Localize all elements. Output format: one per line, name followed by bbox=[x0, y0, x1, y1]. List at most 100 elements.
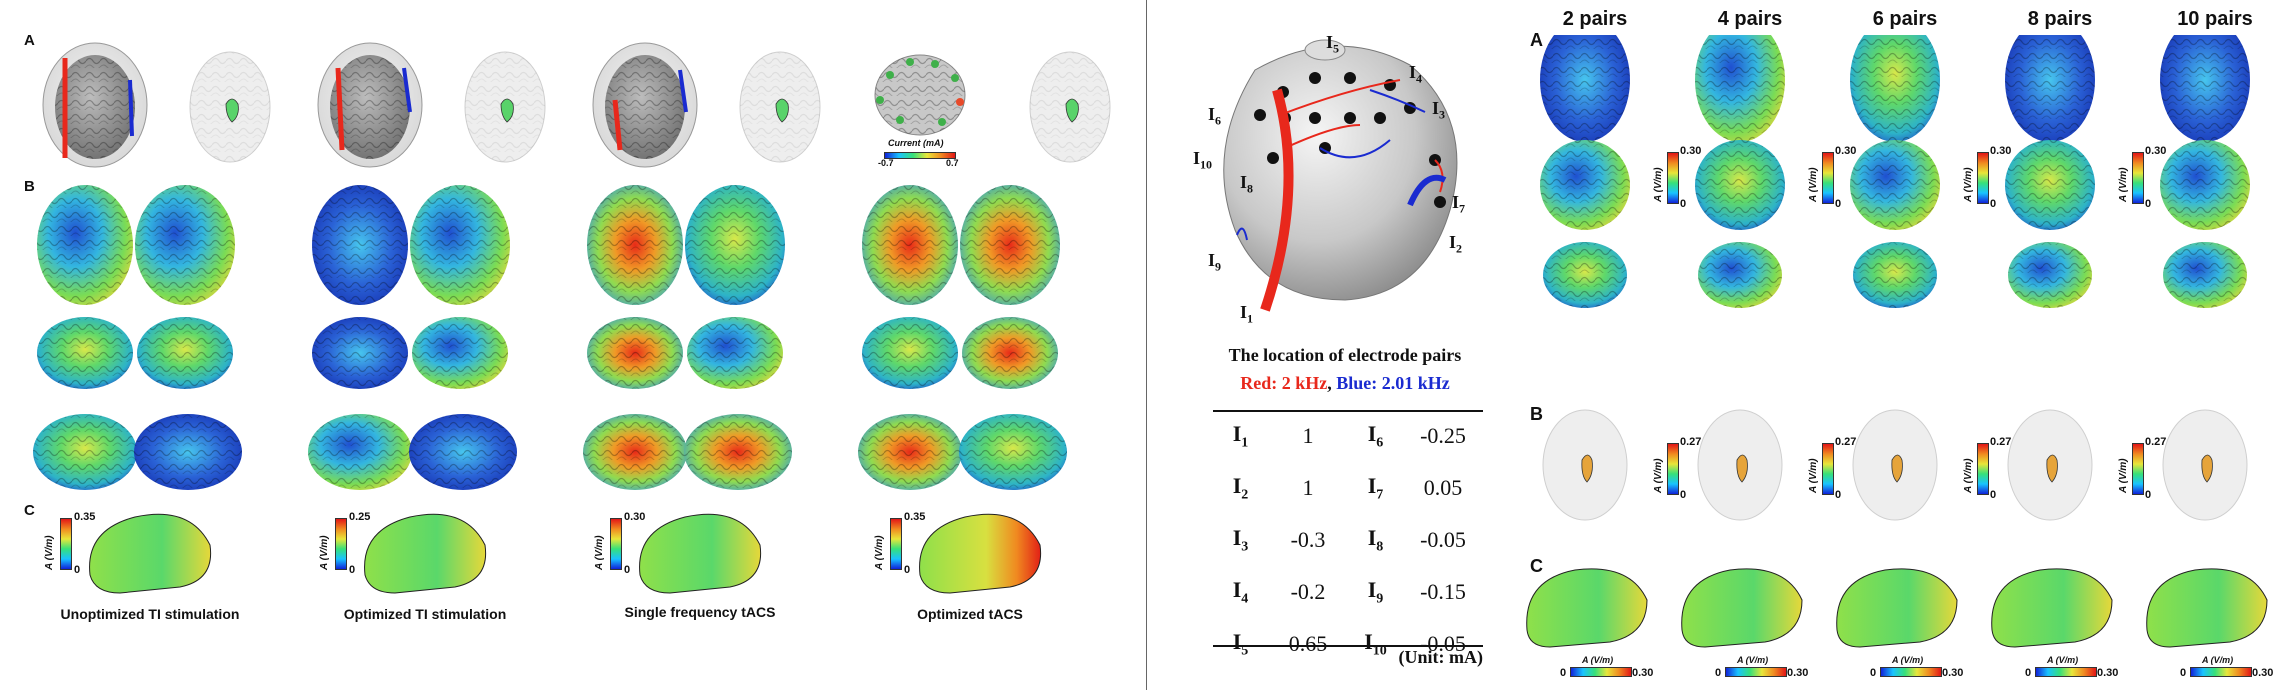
gyri-overlay bbox=[1543, 242, 1627, 308]
electrode-label-i2: I2 bbox=[1449, 232, 1463, 256]
colorbar-min: 0 bbox=[2025, 667, 2032, 679]
right-row-label-c: C bbox=[1530, 556, 1543, 576]
cond1-colorbar bbox=[60, 518, 72, 570]
top-view-2 bbox=[464, 51, 546, 163]
cond3-maps bbox=[583, 185, 792, 490]
colorbar-unit: A (V/m) bbox=[1963, 167, 1974, 202]
pair-column bbox=[1681, 35, 1803, 648]
caption-single-frequency-tacs: Single frequency tACS bbox=[624, 604, 776, 620]
cond1-maps bbox=[33, 185, 242, 490]
cond1-colorbar-max: 0.35 bbox=[74, 511, 96, 523]
gyri-overlay bbox=[1540, 35, 1630, 142]
colorbar-unit: A (V/m) bbox=[1808, 458, 1819, 493]
gyri-overlay bbox=[1853, 242, 1937, 308]
cond4-colorbar-max: 0.35 bbox=[904, 511, 926, 523]
electrode-figure-title: The location of electrode pairs bbox=[1228, 345, 1462, 365]
sagittal-slice bbox=[2146, 568, 2268, 648]
sagittal-slice bbox=[1526, 568, 1648, 648]
current-value: -0.2 bbox=[1290, 579, 1326, 604]
current-value: -0.3 bbox=[1290, 527, 1326, 552]
field-colorbar bbox=[2190, 667, 2252, 677]
pair-column bbox=[1991, 35, 2113, 648]
field-colorbar bbox=[1822, 152, 1834, 204]
field-colorbar bbox=[1880, 667, 1942, 677]
inset-current-colorbar bbox=[884, 152, 956, 159]
cond3-colorbar-max: 0.30 bbox=[624, 511, 646, 523]
colorbar-unit: A (V/m) bbox=[1808, 167, 1819, 202]
colorbar-unit: A (V/m) bbox=[2047, 655, 2079, 665]
colorbar-max: 0.30 bbox=[1990, 145, 2012, 157]
current-value: -0.05 bbox=[1420, 527, 1466, 552]
field-colorbar bbox=[1977, 152, 1989, 204]
electrode-id: I9 bbox=[1367, 576, 1384, 607]
colorbar-unit: A (V/m) bbox=[1963, 458, 1974, 493]
right-row-label-a: A bbox=[1530, 30, 1543, 50]
gyri-overlay bbox=[1698, 242, 1782, 308]
target-region bbox=[1891, 454, 1903, 483]
head-model-2 bbox=[317, 42, 423, 168]
inset-current-min: -0.7 bbox=[878, 158, 894, 168]
colorbar-unit: A (V/m) bbox=[1582, 655, 1614, 665]
row-label-a: A bbox=[24, 32, 35, 49]
colorbar-max: 0.30 bbox=[1680, 145, 1702, 157]
gyri-overlay bbox=[1850, 35, 1940, 142]
colorbar-min: 0 bbox=[1835, 489, 1842, 501]
cond2-colorbar bbox=[335, 518, 347, 570]
current-value: -0.15 bbox=[1420, 579, 1466, 604]
cond2-colorbar-unit: A (V/m) bbox=[319, 535, 330, 570]
colorbar-min: 0 bbox=[1870, 667, 1877, 679]
pair-header: 4 pairs bbox=[1717, 8, 1783, 30]
top-view-3 bbox=[739, 51, 821, 163]
electrode-id: I8 bbox=[1367, 524, 1384, 555]
colorbar-min: 0 bbox=[2145, 198, 2152, 210]
colorbar-min: 0 bbox=[1835, 198, 1842, 210]
table-bottom-rule bbox=[1213, 645, 1483, 647]
colorbar-unit: A (V/m) bbox=[2118, 458, 2129, 493]
right-row-label-b: B bbox=[1530, 404, 1543, 424]
electrode-current-table: I1 1 I6 -0.25 I2 1 I7 0.05 I3 -0.3 I8 -0.05 I4 -0.2 I9… bbox=[1213, 410, 1483, 670]
pair-header: 6 pairs bbox=[1872, 8, 1938, 30]
current-value: -0.05 bbox=[1420, 631, 1466, 656]
colorbar-min: 0 bbox=[1680, 198, 1687, 210]
legend-blue-201khz: Blue: 2.01 kHz bbox=[1336, 373, 1450, 393]
target-region bbox=[2201, 454, 2213, 483]
head-model-1 bbox=[42, 42, 148, 168]
colorbar-max: 0.30 bbox=[2252, 667, 2274, 679]
pair-column bbox=[1526, 35, 1648, 648]
pair-header: 2 pairs bbox=[1562, 8, 1628, 30]
cond2-maps bbox=[308, 185, 517, 490]
electrode-id: I7 bbox=[1367, 472, 1384, 503]
cond1-colorbar-min: 0 bbox=[74, 564, 81, 576]
colorbar-max: 0.30 bbox=[1835, 145, 1857, 157]
colorbar-max: 0.30 bbox=[1632, 667, 1654, 679]
colorbar-unit: A (V/m) bbox=[1737, 655, 1769, 665]
electrode-id: I2 bbox=[1232, 472, 1249, 503]
cond4-colorbar-min: 0 bbox=[904, 564, 911, 576]
top-view-4 bbox=[1029, 51, 1111, 163]
colorbar-min: 0 bbox=[2180, 667, 2187, 679]
gyri-overlay bbox=[2160, 140, 2250, 230]
colorbar-min: 0 bbox=[1990, 489, 1997, 501]
table-row: I3 -0.3 I8 -0.05 bbox=[1213, 514, 1483, 566]
current-value: 0.05 bbox=[1423, 475, 1463, 500]
field-colorbar bbox=[1977, 443, 1989, 495]
colorbar-max: 0.27 bbox=[1835, 436, 1857, 448]
colorbar-unit: A (V/m) bbox=[2118, 167, 2129, 202]
colorbar-max: 0.30 bbox=[2097, 667, 2119, 679]
cond2-colorbar-min: 0 bbox=[349, 564, 356, 576]
head-model-4-electrodes bbox=[874, 54, 966, 136]
sagittal-slice bbox=[1836, 568, 1958, 648]
table-top-rule bbox=[1213, 410, 1483, 412]
colorbar-unit: A (V/m) bbox=[1653, 458, 1664, 493]
table-row: I2 1 I7 0.05 bbox=[1213, 462, 1483, 514]
row-a-brain-figures bbox=[42, 42, 1111, 168]
field-colorbar bbox=[2132, 443, 2144, 495]
colorbar-max: 0.30 bbox=[2145, 145, 2167, 157]
figure-divider bbox=[1146, 0, 1147, 690]
electrode-id: I6 bbox=[1367, 420, 1384, 451]
colorbar-max: 0.27 bbox=[1680, 436, 1702, 448]
electrode-id: I1 bbox=[1232, 420, 1249, 451]
electrode-id: I5 bbox=[1232, 628, 1249, 659]
electrode-label-i9: I9 bbox=[1208, 250, 1222, 274]
row-b-field-maps bbox=[33, 185, 1067, 490]
